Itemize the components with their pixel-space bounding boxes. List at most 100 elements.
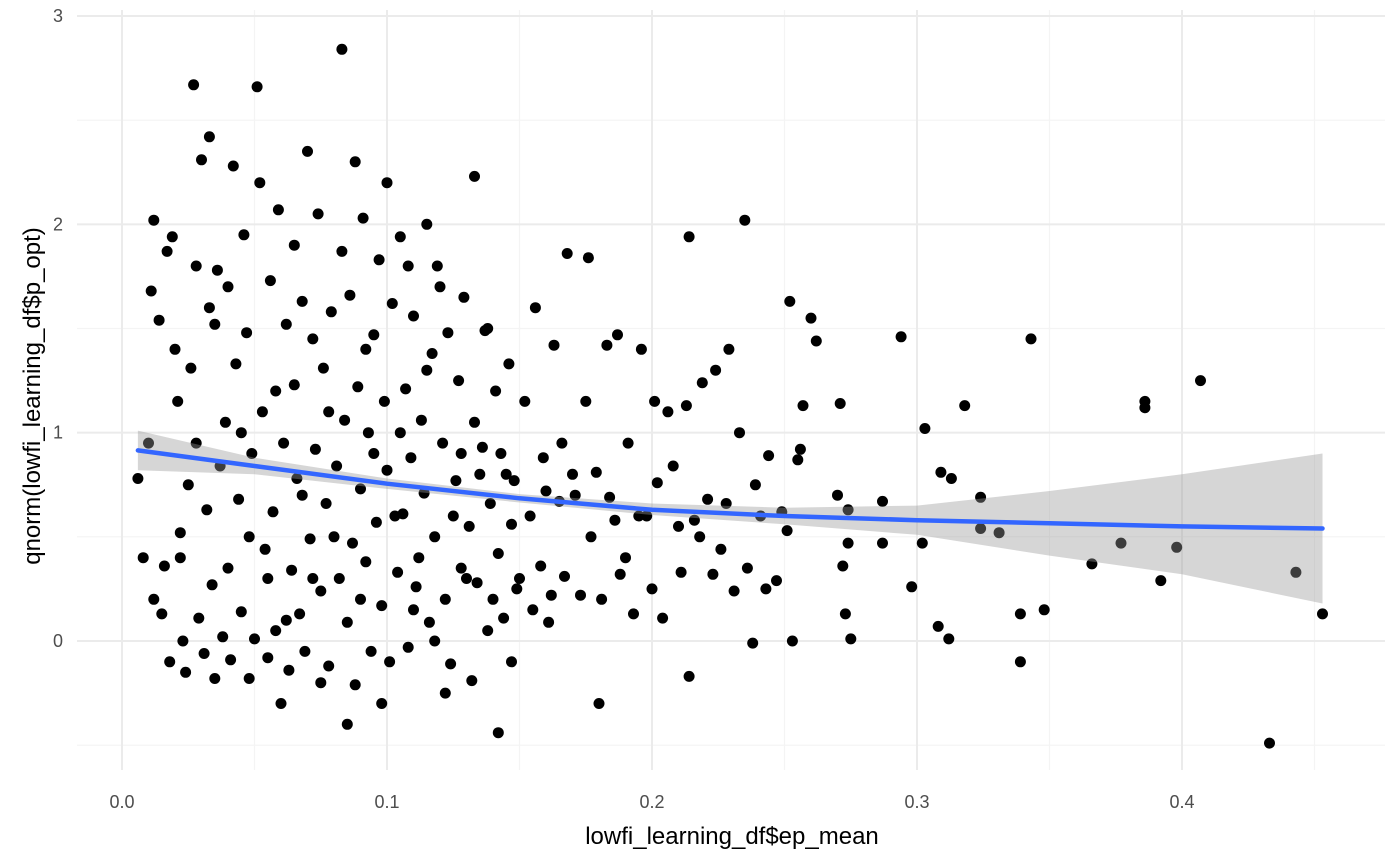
- data-point: [405, 452, 417, 464]
- data-point: [394, 427, 406, 439]
- data-point: [604, 491, 616, 503]
- data-point: [339, 414, 351, 426]
- data-point: [945, 473, 957, 484]
- data-point: [1014, 656, 1026, 668]
- data-point: [241, 327, 253, 339]
- data-point: [696, 377, 708, 389]
- data-point: [198, 648, 210, 659]
- data-point: [506, 518, 517, 530]
- data-point: [431, 260, 443, 272]
- data-point: [211, 264, 223, 276]
- data-point: [469, 170, 480, 182]
- data-point: [203, 131, 215, 143]
- data-point: [132, 473, 144, 484]
- data-point: [763, 450, 775, 462]
- data-point: [1171, 541, 1183, 553]
- data-point: [166, 231, 178, 243]
- data-point: [193, 612, 205, 624]
- data-point: [635, 343, 647, 355]
- data-point: [805, 312, 817, 324]
- data-point: [222, 281, 234, 293]
- data-point: [296, 489, 308, 501]
- data-point: [227, 160, 239, 172]
- data-point: [503, 358, 515, 370]
- data-point: [527, 604, 539, 616]
- data-point: [182, 479, 194, 491]
- data-point: [259, 543, 271, 555]
- data-point: [249, 633, 260, 645]
- data-point: [837, 560, 849, 572]
- data-point: [609, 514, 621, 526]
- data-point: [283, 664, 295, 676]
- data-point: [357, 212, 369, 224]
- data-point: [445, 658, 457, 670]
- data-point: [190, 437, 202, 449]
- data-point: [476, 441, 488, 453]
- data-point: [153, 314, 165, 326]
- data-point: [180, 666, 192, 678]
- data-point: [845, 633, 857, 645]
- data-point: [145, 285, 157, 297]
- data-point: [256, 406, 268, 418]
- data-point: [702, 493, 714, 505]
- data-point: [402, 641, 414, 653]
- data-point: [794, 443, 806, 455]
- data-point: [832, 489, 843, 501]
- data-point: [203, 302, 215, 314]
- data-point: [1115, 537, 1127, 549]
- data-point: [381, 464, 393, 476]
- data-point: [596, 593, 608, 605]
- data-point: [408, 310, 419, 322]
- data-point: [188, 79, 200, 91]
- data-point: [688, 514, 700, 526]
- data-point: [633, 510, 645, 522]
- data-point: [185, 362, 197, 374]
- data-point: [270, 385, 282, 397]
- data-point: [410, 581, 422, 593]
- data-point: [325, 306, 337, 318]
- data-point: [172, 395, 184, 407]
- data-point: [1025, 333, 1037, 345]
- data-point: [535, 560, 547, 572]
- data-point: [349, 679, 361, 691]
- data-point: [683, 670, 695, 682]
- data-point: [148, 593, 160, 605]
- data-point: [797, 400, 809, 412]
- data-point: [381, 177, 393, 189]
- data-point: [426, 348, 438, 359]
- data-point: [490, 385, 502, 397]
- data-point: [360, 343, 372, 355]
- x-tick-label: 0.1: [374, 792, 399, 812]
- data-point: [233, 493, 245, 505]
- data-point: [270, 625, 282, 637]
- data-point: [455, 562, 467, 574]
- data-point: [461, 573, 472, 584]
- data-point: [842, 504, 854, 516]
- data-point: [447, 510, 459, 522]
- minor-gridlines: [77, 10, 1385, 770]
- x-axis-ticks: 0.0 0.1 0.2 0.3 0.4: [109, 792, 1194, 812]
- data-point: [280, 318, 292, 330]
- data-point: [580, 395, 592, 407]
- smooth-line: [135, 448, 1325, 531]
- data-point: [839, 608, 851, 620]
- data-point: [561, 248, 573, 259]
- data-point: [262, 652, 274, 664]
- data-point: [895, 331, 907, 343]
- data-point: [190, 260, 202, 272]
- data-point: [413, 552, 425, 564]
- data-point: [315, 585, 327, 597]
- data-point: [1317, 608, 1328, 620]
- data-point: [524, 510, 536, 522]
- data-point: [508, 475, 520, 487]
- x-tick-label: 0.2: [639, 792, 664, 812]
- data-point: [304, 533, 316, 545]
- data-point: [352, 381, 364, 393]
- y-tick-label: 0: [53, 631, 63, 651]
- data-point: [262, 573, 274, 584]
- y-tick-label: 3: [53, 6, 63, 26]
- data-point: [370, 516, 382, 528]
- data-point: [336, 245, 348, 257]
- data-point: [842, 537, 854, 549]
- data-point: [694, 531, 706, 543]
